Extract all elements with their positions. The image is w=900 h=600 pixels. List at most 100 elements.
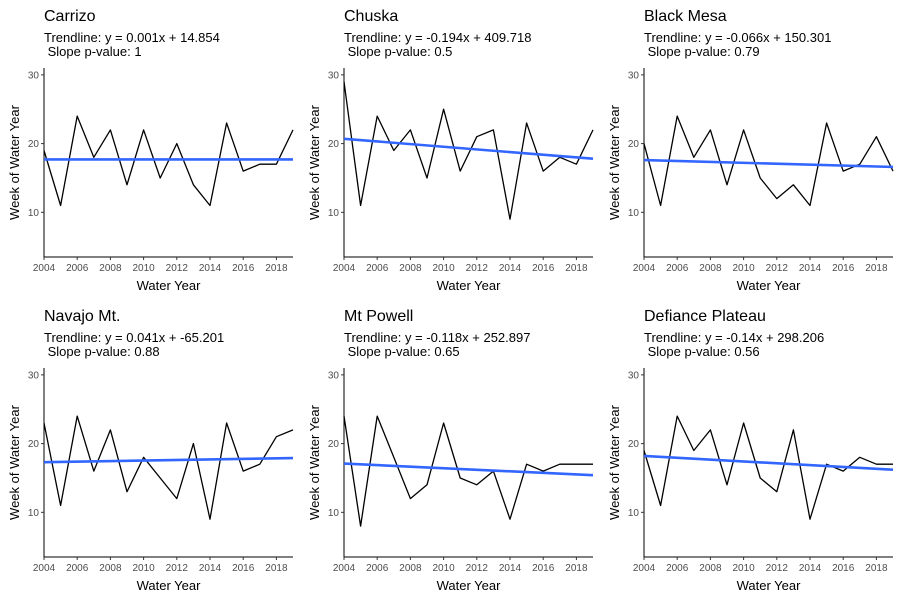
x-tick-label: 2012 <box>466 563 489 574</box>
y-tick-label: 10 <box>328 208 340 219</box>
x-tick-label: 2010 <box>432 263 455 274</box>
slope-p-value: Slope p-value: 0.88 <box>44 344 160 359</box>
x-tick-label: 2008 <box>399 263 422 274</box>
trend-line <box>43 456 294 464</box>
slope-p-value: Slope p-value: 0.56 <box>644 344 760 359</box>
y-tick-label: 30 <box>628 370 640 381</box>
y-tick-label: 10 <box>28 508 40 519</box>
x-axis-title: Water Year <box>437 578 502 593</box>
x-axis-title: Water Year <box>737 578 802 593</box>
x-tick-label: 2006 <box>666 563 689 574</box>
x-tick-label: 2018 <box>865 263 888 274</box>
y-tick-label: 30 <box>28 370 40 381</box>
y-tick-label: 20 <box>628 139 640 150</box>
x-tick-label: 2008 <box>699 263 722 274</box>
x-tick-label: 2018 <box>865 563 888 574</box>
x-tick-label: 2018 <box>265 563 288 574</box>
y-tick-label: 20 <box>28 439 40 450</box>
x-tick-label: 2012 <box>166 563 189 574</box>
y-tick-label: 30 <box>628 70 640 81</box>
y-axis-title: Week of Water Year <box>607 104 622 220</box>
data-series-line <box>643 115 894 207</box>
x-tick-label: 2010 <box>732 563 755 574</box>
trendline-equation: Trendline: y = -0.066x + 150.301 <box>644 30 831 45</box>
y-tick-label: 20 <box>28 139 40 150</box>
x-tick-label: 2016 <box>232 563 255 574</box>
data-series-line <box>43 115 294 207</box>
x-tick-label: 2016 <box>832 263 855 274</box>
trendline-equation: Trendline: y = 0.041x + -65.201 <box>44 330 224 345</box>
slope-p-value: Slope p-value: 0.79 <box>644 44 760 59</box>
x-tick-label: 2008 <box>699 563 722 574</box>
trend-line <box>343 137 594 161</box>
x-tick-label: 2014 <box>199 563 222 574</box>
panel-4: Navajo Mt. Trendline: y = 0.041x + -65.20… <box>7 308 294 593</box>
y-axis-title: Week of Water Year <box>307 104 322 220</box>
trendline-equation: Trendline: y = 0.001x + 14.854 <box>44 30 220 45</box>
y-axis-title: Week of Water Year <box>7 104 22 220</box>
x-tick-label: 2014 <box>499 263 522 274</box>
trend-line <box>643 454 894 472</box>
panel-title: Defiance Plateau <box>644 308 766 325</box>
panel-6: Defiance Plateau Trendline: y = -0.14x + … <box>607 308 894 593</box>
data-series-line <box>343 81 594 220</box>
x-tick-label: 2008 <box>99 263 122 274</box>
x-tick-label: 2010 <box>132 563 155 574</box>
x-tick-label: 2004 <box>633 263 656 274</box>
x-tick-label: 2006 <box>366 263 389 274</box>
x-axis-title: Water Year <box>737 278 802 293</box>
x-tick-label: 2018 <box>565 563 588 574</box>
slope-p-value: Slope p-value: 1 <box>44 44 142 59</box>
x-axis-title: Water Year <box>137 278 202 293</box>
x-tick-label: 2012 <box>466 263 489 274</box>
panel-title: Mt Powell <box>344 308 413 325</box>
x-tick-label: 2006 <box>366 563 389 574</box>
panel-5: Mt Powell Trendline: y = -0.118x + 252.89… <box>307 308 594 593</box>
trendline-equation: Trendline: y = -0.14x + 298.206 <box>644 330 824 345</box>
trendline-equation: Trendline: y = -0.194x + 409.718 <box>344 30 531 45</box>
x-tick-label: 2006 <box>66 563 89 574</box>
y-tick-label: 20 <box>628 439 640 450</box>
x-tick-label: 2018 <box>565 263 588 274</box>
panel-1: Carrizo Trendline: y = 0.001x + 14.854 Sl… <box>7 8 294 293</box>
trendline-equation: Trendline: y = -0.118x + 252.897 <box>344 330 530 345</box>
panel-title: Navajo Mt. <box>44 308 120 325</box>
x-tick-label: 2004 <box>633 563 656 574</box>
y-tick-label: 30 <box>328 370 340 381</box>
x-tick-label: 2004 <box>333 563 356 574</box>
x-tick-label: 2016 <box>532 563 555 574</box>
y-tick-label: 10 <box>628 208 640 219</box>
slope-p-value: Slope p-value: 0.5 <box>344 44 452 59</box>
y-tick-label: 10 <box>28 208 40 219</box>
data-series-line <box>43 415 294 520</box>
x-tick-label: 2006 <box>66 263 89 274</box>
x-tick-label: 2012 <box>766 563 789 574</box>
x-tick-label: 2018 <box>265 263 288 274</box>
x-tick-label: 2012 <box>166 263 189 274</box>
panel-title: Chuska <box>344 8 398 25</box>
x-tick-label: 2016 <box>232 263 255 274</box>
x-tick-label: 2012 <box>766 263 789 274</box>
x-tick-label: 2014 <box>499 563 522 574</box>
x-tick-label: 2010 <box>132 263 155 274</box>
x-tick-label: 2016 <box>532 263 555 274</box>
panel-2: Chuska Trendline: y = -0.194x + 409.718 S… <box>307 8 594 293</box>
x-tick-label: 2008 <box>399 563 422 574</box>
y-tick-label: 20 <box>328 139 340 150</box>
x-tick-label: 2008 <box>99 563 122 574</box>
y-axis-title: Week of Water Year <box>607 404 622 520</box>
x-tick-label: 2010 <box>432 563 455 574</box>
y-axis-title: Week of Water Year <box>7 404 22 520</box>
x-tick-label: 2014 <box>199 263 222 274</box>
y-tick-label: 10 <box>628 508 640 519</box>
y-tick-label: 30 <box>328 70 340 81</box>
slope-p-value: Slope p-value: 0.65 <box>344 344 460 359</box>
y-tick-label: 30 <box>28 70 40 81</box>
trend-line <box>343 462 594 477</box>
x-tick-label: 2016 <box>832 563 855 574</box>
data-series-line <box>343 415 593 527</box>
panel-title: Black Mesa <box>644 8 727 25</box>
x-axis-title: Water Year <box>137 578 202 593</box>
data-series-line <box>643 415 893 520</box>
